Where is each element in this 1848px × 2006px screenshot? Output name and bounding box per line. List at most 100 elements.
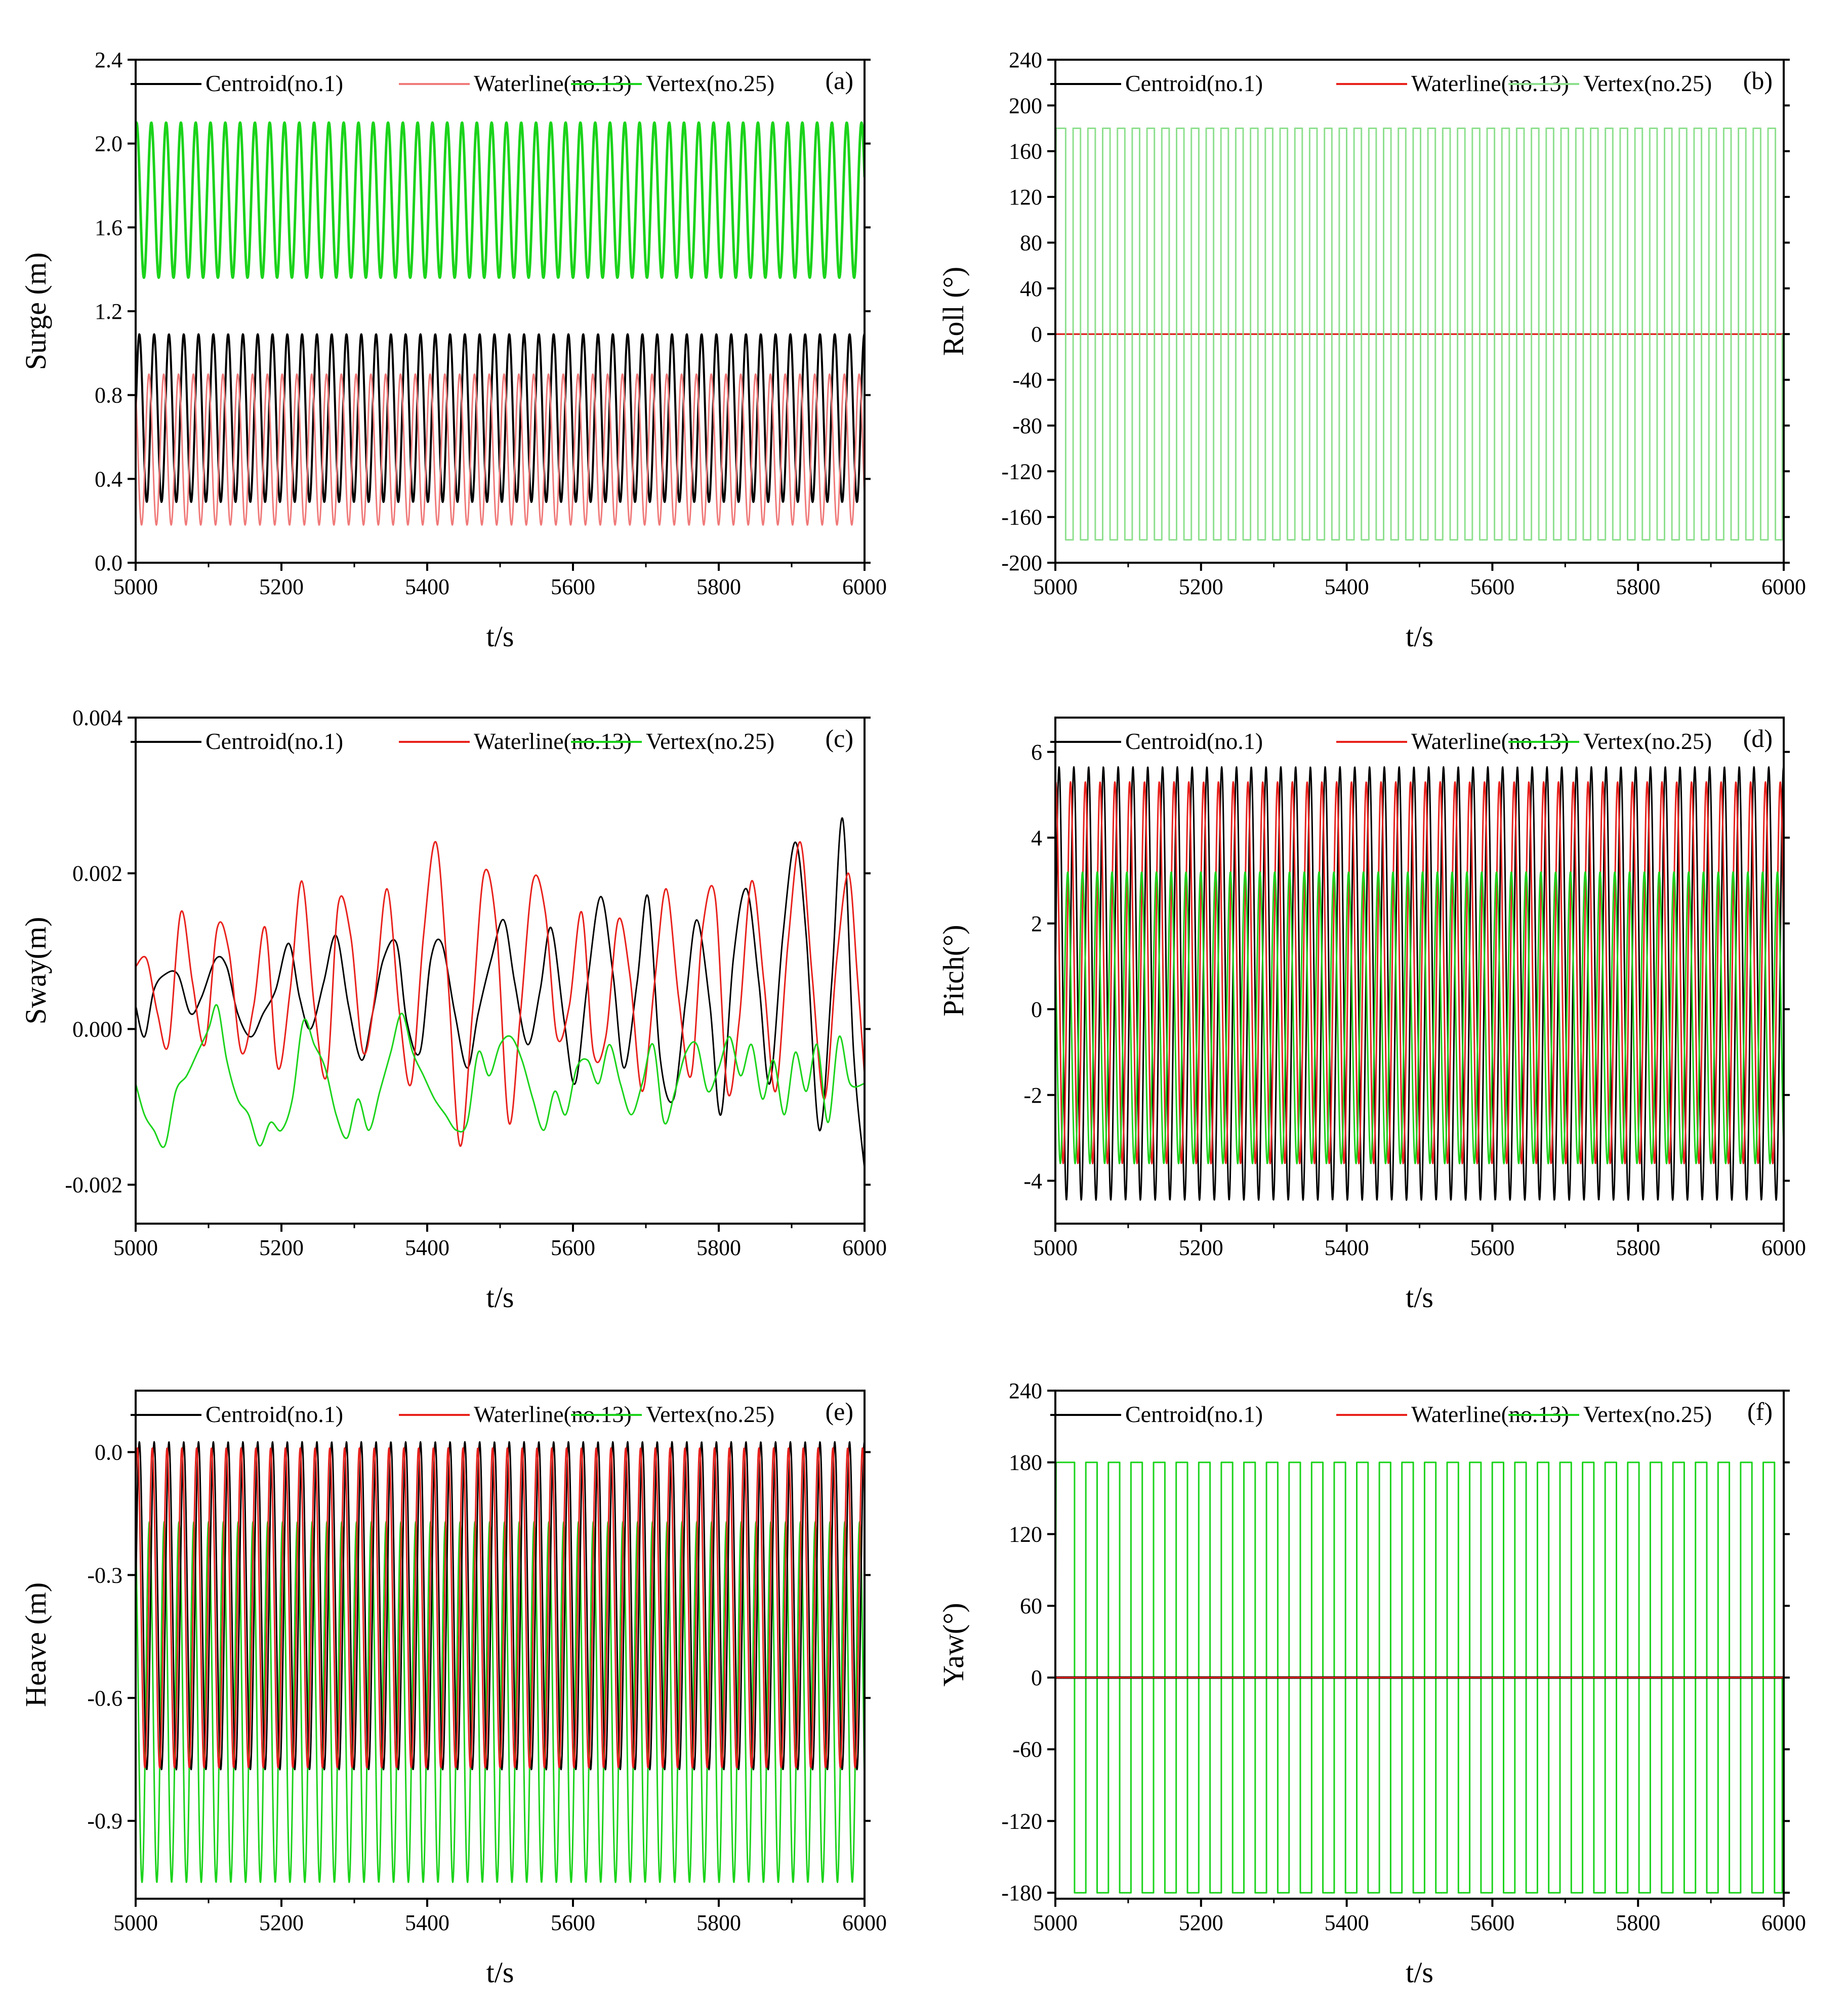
x-tick-label: 5000: [1033, 1910, 1078, 1935]
y-tick-label: 6: [1031, 740, 1042, 765]
legend-label: Vertex(no.25): [1583, 70, 1712, 96]
legend-label: Vertex(no.25): [1583, 728, 1712, 754]
x-tick-label: 5800: [696, 1910, 741, 1935]
x-tick-label: 5400: [405, 1235, 449, 1260]
x-tick-label: 5400: [1325, 1910, 1369, 1935]
y-axis-label: Yaw(°): [937, 1603, 970, 1687]
x-tick-label: 5000: [113, 1910, 158, 1935]
y-tick-label: 0: [1031, 322, 1042, 347]
x-tick-label: 6000: [1761, 1910, 1806, 1935]
y-tick-label: 0.8: [95, 383, 122, 408]
panel-a: 5000 5200 5400 5600 5800 6000 0.0 0.4 0.8 1.2 1.6 2…: [19, 48, 887, 653]
y-axis-label: Heave (m): [19, 1582, 52, 1707]
legend-label: Centroid(no.1): [1125, 70, 1263, 96]
x-tick-label: 5200: [259, 1910, 304, 1935]
y-tick-label: 2.4: [95, 48, 122, 72]
x-tick-label: 5800: [1616, 1910, 1660, 1935]
y-axis-label: Sway(m): [19, 917, 52, 1025]
y-tick-label: -40: [1012, 368, 1042, 393]
x-tick-label: 5000: [113, 574, 158, 599]
y-tick-label: -60: [1012, 1737, 1042, 1762]
series-line-vertex-no-25: [1055, 871, 1784, 1164]
y-tick-label: 180: [1009, 1450, 1042, 1475]
x-tick-label: 6000: [1761, 574, 1806, 599]
legend: Centroid(no.1) Waterline(no.13) Vertex(no.…: [1050, 728, 1712, 754]
series-group: [1055, 128, 1784, 541]
panel-tag: (a): [826, 66, 854, 95]
panel-f: 5000 5200 5400 5600 5800 6000 -180 -120 -60 0 60 12…: [937, 1378, 1806, 1989]
series-line-waterline-no-13: [136, 1447, 865, 1769]
panel-tag: (f): [1747, 1397, 1773, 1426]
x-tick-label: 5800: [1616, 574, 1660, 599]
y-tick-label: 4: [1031, 825, 1042, 850]
y-tick-label: -0.002: [65, 1173, 122, 1197]
y-tick-label: 0: [1031, 997, 1042, 1022]
y-tick-label: -160: [1001, 505, 1042, 530]
panel-tag: (d): [1743, 724, 1773, 753]
series-group: [136, 817, 865, 1169]
y-tick-label: 0.002: [72, 861, 122, 886]
y-tick-label: 0.4: [95, 467, 122, 491]
y-tick-label: 2.0: [95, 132, 122, 156]
y-tick-label: 120: [1009, 1522, 1042, 1547]
x-tick-label: 5600: [551, 1235, 595, 1260]
x-tick-label: 5400: [405, 1910, 449, 1935]
y-tick-label: 0.0: [95, 551, 122, 575]
series-line-waterline-no-13: [1055, 781, 1784, 1164]
legend-label: Centroid(no.1): [206, 1401, 343, 1427]
series-line-centroid-no-1: [136, 1441, 865, 1771]
panel-d: 5000 5200 5400 5600 5800 6000 -4 -2 0 2 4 6 t/s Pitch…: [937, 717, 1806, 1314]
series-line-waterline-no-13: [136, 841, 865, 1147]
y-axis-label: Roll (°): [937, 267, 970, 356]
series-line-vertex-no-25: [1055, 128, 1783, 541]
series-line-vertex-no-25: [1055, 1461, 1783, 1894]
legend-label: Vertex(no.25): [646, 70, 774, 96]
x-axis-label: t/s: [486, 1956, 514, 1989]
y-tick-label: 1.2: [95, 299, 122, 324]
panel-e: 5000 5200 5400 5600 5800 6000 -0.9 -0.6 -0.3 0.0 t…: [19, 1390, 887, 1989]
y-tick-label: -0.9: [87, 1809, 122, 1833]
legend-label: Centroid(no.1): [206, 728, 343, 754]
legend: Centroid(no.1) Waterline(no.13) Vertex(no.…: [131, 1401, 774, 1427]
x-axis-label: t/s: [1406, 1281, 1433, 1314]
y-tick-label: -180: [1001, 1880, 1042, 1905]
x-tick-label: 5000: [1033, 574, 1078, 599]
y-tick-label: -120: [1001, 459, 1042, 484]
y-tick-label: -120: [1001, 1809, 1042, 1833]
y-tick-label: 0.0: [95, 1440, 122, 1465]
x-tick-label: 5600: [1470, 1235, 1514, 1260]
x-tick-label: 5000: [113, 1235, 158, 1260]
x-tick-label: 5200: [1179, 574, 1223, 599]
y-tick-label: -0.6: [87, 1686, 122, 1710]
x-tick-label: 5200: [1179, 1235, 1223, 1260]
x-tick-label: 5200: [259, 574, 304, 599]
x-tick-label: 5200: [259, 1235, 304, 1260]
y-tick-label: -2: [1023, 1083, 1042, 1108]
legend-label: Vertex(no.25): [1583, 1401, 1712, 1427]
series-group: [1055, 1461, 1784, 1894]
y-tick-label: 1.6: [95, 215, 122, 240]
series-line-vertex-no-25: [136, 1004, 865, 1148]
series-group: [136, 1441, 865, 1884]
series-group: [136, 121, 865, 526]
legend-label: Vertex(no.25): [646, 728, 774, 754]
x-tick-label: 5600: [1470, 1910, 1514, 1935]
x-tick-label: 5400: [1325, 1235, 1369, 1260]
x-tick-label: 5800: [696, 1235, 741, 1260]
y-tick-label: 240: [1009, 48, 1042, 72]
series-line-waterline-no-13: [136, 373, 865, 526]
series-line-vertex-no-25: [136, 121, 865, 279]
x-tick-label: 6000: [842, 1910, 887, 1935]
x-tick-label: 5400: [405, 574, 449, 599]
x-tick-label: 5600: [551, 574, 595, 599]
panel-b: 5000 5200 5400 5600 5800 6000 -200 -160 -120 -80 -…: [937, 48, 1806, 653]
series-group: [1055, 766, 1784, 1201]
y-axis-label: Surge (m): [19, 253, 52, 370]
y-tick-label: -80: [1012, 413, 1042, 438]
x-tick-label: 5000: [1033, 1235, 1078, 1260]
x-axis-label: t/s: [486, 1281, 514, 1314]
x-tick-label: 6000: [842, 574, 887, 599]
panels: 5000 5200 5400 5600 5800 6000 0.0 0.4 0.8 1.2 1.6 2…: [19, 48, 1806, 1989]
x-tick-label: 6000: [842, 1235, 887, 1260]
panel-c: 5000 5200 5400 5600 5800 6000 -0.002 0.000 0.002…: [19, 705, 887, 1314]
